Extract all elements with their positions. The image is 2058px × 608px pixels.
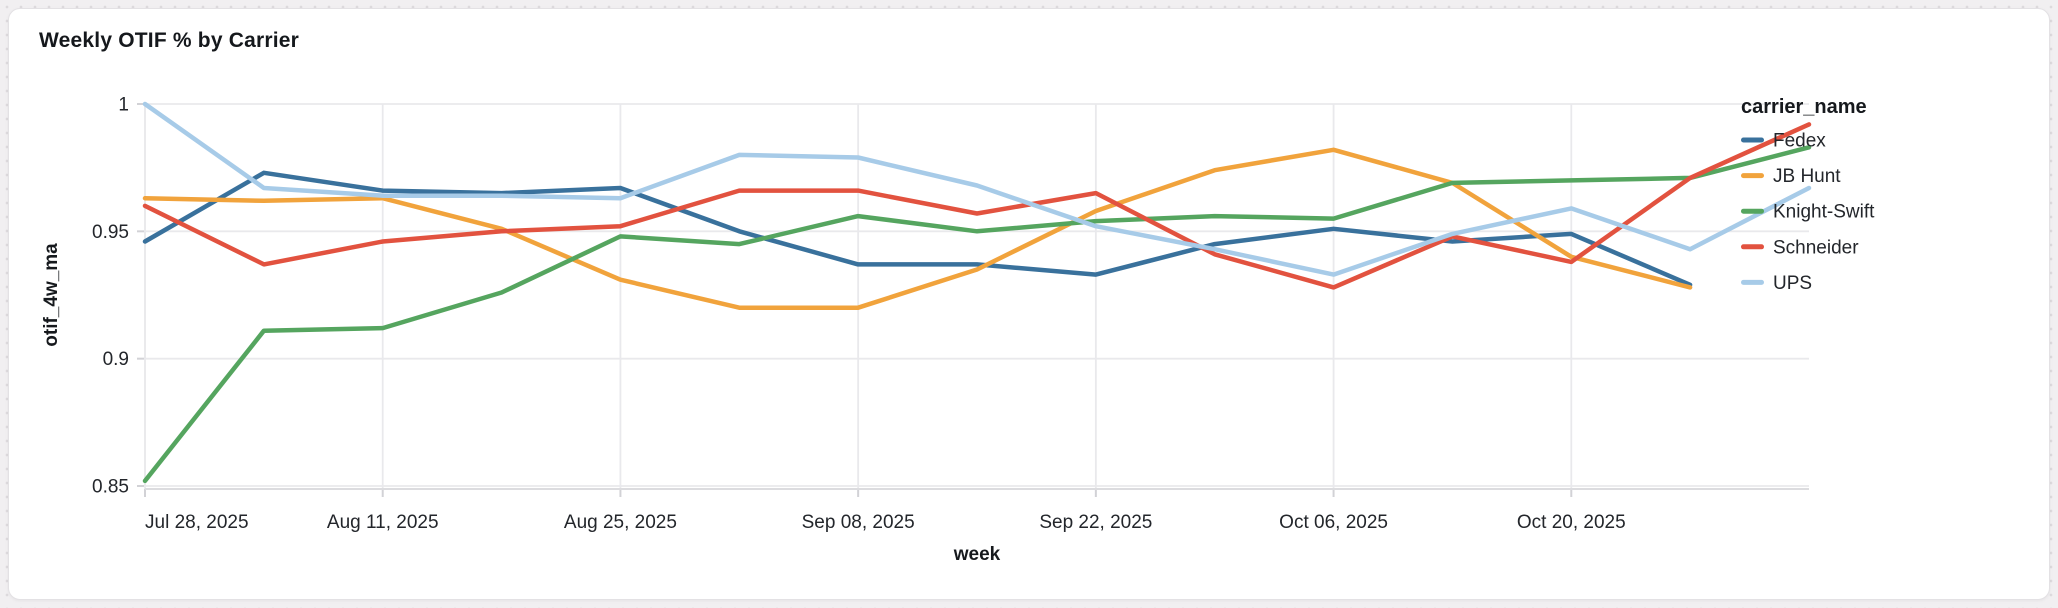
legend-swatch-schneider <box>1741 244 1764 250</box>
legend-swatch-knight-swift <box>1741 208 1764 214</box>
x-axis-title: week <box>953 544 1001 565</box>
legend-label-fedex: Fedex <box>1773 131 1826 152</box>
legend-label-ups: UPS <box>1773 273 1812 294</box>
series-line-knight-swift <box>142 145 1812 484</box>
otif-line-chart: 1 0.95 0.9 0.85 Jul 28, 2025 Aug 11, 2025 Aug … <box>41 95 1875 566</box>
x-tick-label: Aug 11, 2025 <box>327 512 439 533</box>
y-tick-label: 0.85 <box>92 477 129 498</box>
legend-label-knight-swift: Knight-Swift <box>1773 202 1875 223</box>
legend-label-schneider: Schneider <box>1773 237 1859 258</box>
chart-title: Weekly OTIF % by Carrier <box>39 29 300 52</box>
x-tick-label: Sep 22, 2025 <box>1039 512 1152 533</box>
series-line-ups <box>142 101 1812 277</box>
x-tick-label: Jul 28, 2025 <box>145 512 249 533</box>
y-tick-label: 0.95 <box>92 222 129 243</box>
series-line-fedex <box>142 170 1693 288</box>
legend-label-jb-hunt: JB Hunt <box>1773 166 1841 187</box>
legend-title: carrier_name <box>1741 96 1867 118</box>
y-tick-label: 0.9 <box>103 349 129 370</box>
x-tick-label: Oct 20, 2025 <box>1517 512 1626 533</box>
series-line-jb-hunt <box>142 147 1693 310</box>
x-tick-label: Sep 08, 2025 <box>802 512 915 533</box>
legend-swatch-jb-hunt <box>1741 173 1764 179</box>
x-tick-label: Aug 25, 2025 <box>564 512 677 533</box>
y-tick-label: 1 <box>118 95 129 116</box>
chart-card: Weekly OTIF % by Carrier 1 0.95 0.9 0.85 Jul… <box>8 8 2050 600</box>
x-tick-label: Oct 06, 2025 <box>1279 512 1388 533</box>
legend-swatch-fedex <box>1741 137 1764 143</box>
y-axis-title: otif_4w_ma <box>41 243 62 347</box>
series-line-schneider <box>142 122 1812 290</box>
legend-swatch-ups <box>1741 279 1764 285</box>
